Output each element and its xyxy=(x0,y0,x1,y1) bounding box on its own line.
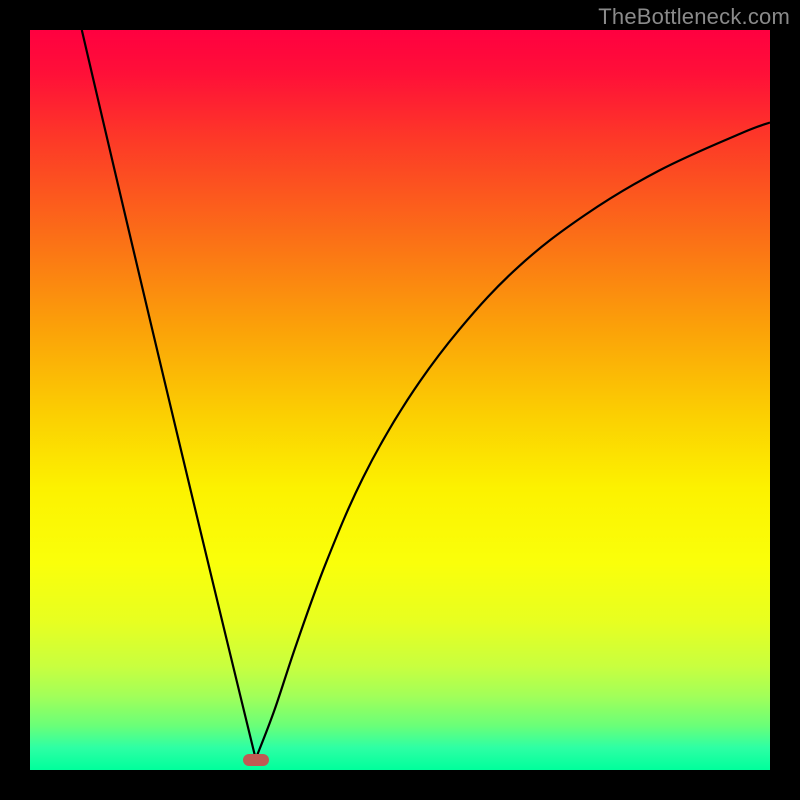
curve-left-branch xyxy=(82,30,256,759)
plot-area xyxy=(30,30,770,770)
watermark-text: TheBottleneck.com xyxy=(598,4,790,30)
optimal-point-marker xyxy=(243,754,269,766)
bottleneck-curve xyxy=(30,30,770,770)
curve-right-branch xyxy=(256,123,770,759)
